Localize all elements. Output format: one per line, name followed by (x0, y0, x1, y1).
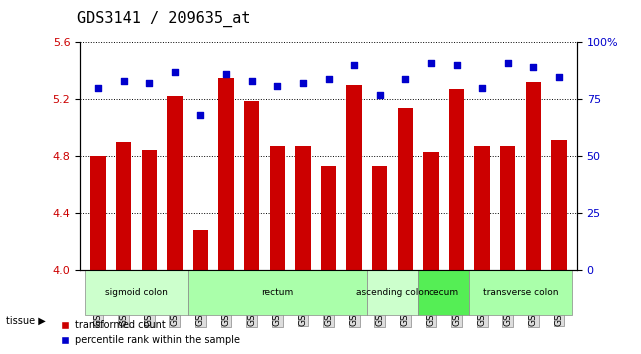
Point (298, 81, 308, 86)
Bar (346, 85, 362, 354)
Bar (321, 166, 336, 354)
Point (503, 60, 513, 66)
Bar (142, 150, 157, 354)
Point (477, 85, 487, 91)
Point (374, 92, 385, 98)
Point (144, 81, 154, 86)
Bar (219, 78, 234, 354)
Text: GDS3141 / 209635_at: GDS3141 / 209635_at (77, 11, 250, 27)
Point (119, 78, 129, 84)
Point (247, 78, 257, 84)
Point (349, 62, 359, 68)
Point (221, 72, 231, 77)
Text: rectum: rectum (261, 288, 294, 297)
Point (323, 76, 333, 82)
Point (196, 112, 206, 118)
Text: ascending colon: ascending colon (356, 288, 429, 297)
Bar (90, 156, 106, 354)
Bar (423, 152, 438, 354)
Legend: transformed count, percentile rank within the sample: transformed count, percentile rank withi… (56, 316, 244, 349)
Point (451, 62, 462, 68)
Bar (270, 146, 285, 354)
Point (272, 83, 283, 88)
Point (400, 76, 410, 82)
Bar (167, 96, 183, 354)
Bar (551, 141, 567, 354)
Point (528, 65, 538, 70)
Bar (500, 146, 515, 354)
FancyBboxPatch shape (367, 270, 418, 315)
Point (554, 74, 564, 79)
Point (170, 69, 180, 75)
Bar (397, 108, 413, 354)
Point (426, 60, 436, 66)
Bar (526, 82, 541, 354)
Text: cecum: cecum (429, 288, 459, 297)
FancyBboxPatch shape (85, 270, 188, 315)
Text: tissue ▶: tissue ▶ (6, 315, 46, 325)
FancyBboxPatch shape (418, 270, 469, 315)
FancyBboxPatch shape (469, 270, 572, 315)
Bar (193, 230, 208, 354)
Bar (474, 146, 490, 354)
Text: transverse colon: transverse colon (483, 288, 558, 297)
Bar (372, 166, 387, 354)
Bar (244, 101, 260, 354)
FancyBboxPatch shape (188, 270, 367, 315)
Point (93, 85, 103, 91)
Text: sigmoid colon: sigmoid colon (105, 288, 168, 297)
Bar (296, 146, 311, 354)
Bar (449, 89, 464, 354)
Bar (116, 142, 131, 354)
